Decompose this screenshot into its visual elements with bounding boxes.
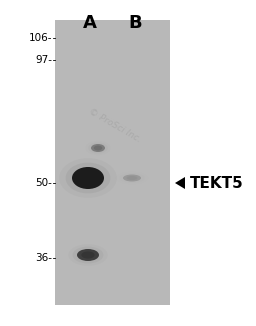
Ellipse shape: [94, 146, 102, 150]
Ellipse shape: [72, 167, 104, 189]
Polygon shape: [175, 177, 185, 189]
Ellipse shape: [66, 163, 110, 193]
Ellipse shape: [77, 249, 99, 261]
Ellipse shape: [81, 251, 95, 259]
Ellipse shape: [91, 144, 105, 152]
Bar: [55, 20, 170, 305]
Text: 97-: 97-: [35, 55, 52, 65]
Text: A: A: [83, 14, 97, 32]
Ellipse shape: [78, 171, 98, 185]
Text: 106-: 106-: [28, 33, 52, 43]
Ellipse shape: [123, 174, 141, 182]
Text: TEKT5: TEKT5: [190, 175, 244, 190]
Text: B: B: [128, 14, 142, 32]
Text: © ProSci Inc.: © ProSci Inc.: [87, 107, 143, 144]
Text: 50-: 50-: [35, 178, 52, 188]
Ellipse shape: [127, 176, 137, 180]
Text: 36-: 36-: [35, 253, 52, 263]
